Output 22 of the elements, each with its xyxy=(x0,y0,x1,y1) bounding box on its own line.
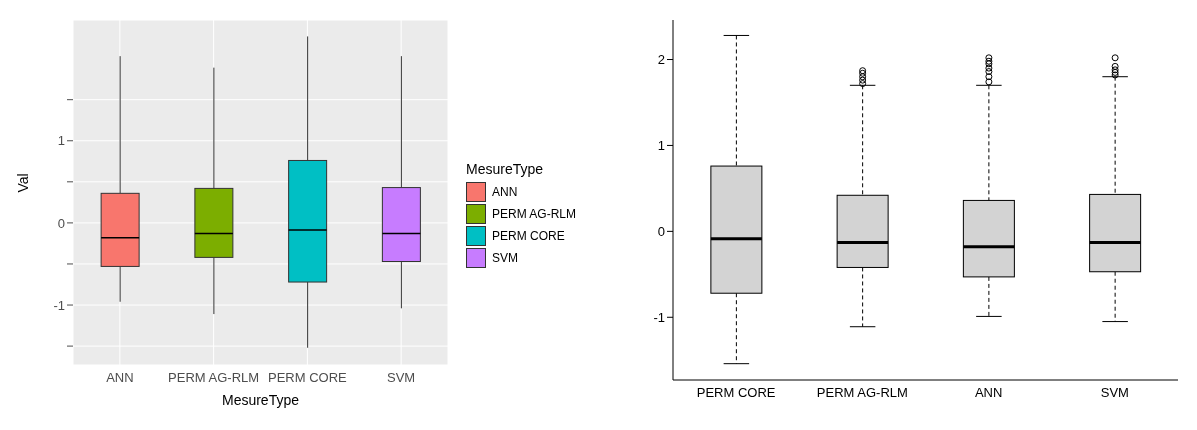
legend-title: MesureType xyxy=(466,161,545,177)
y-tick-label: 0 xyxy=(657,223,665,239)
x-tick-label: PERM AG-RLM xyxy=(816,385,908,401)
x-tick-label: SVM xyxy=(1100,385,1129,401)
legend-label: ANN xyxy=(492,185,518,199)
x-tick-label: ANN xyxy=(106,370,134,386)
y-tick-label: -1 xyxy=(53,297,65,313)
legend-label: PERM AG-RLM xyxy=(492,207,577,221)
x-tick-label: PERM CORE xyxy=(696,385,776,401)
x-tick-label: PERM CORE xyxy=(268,370,348,386)
x-axis-title: MesureType xyxy=(221,392,300,408)
x-tick-label: PERM AG-RLM xyxy=(168,370,260,386)
x-tick-label: ANN xyxy=(974,385,1003,401)
y-tick-label: 0 xyxy=(57,215,65,231)
y-tick-label: 2 xyxy=(657,52,665,68)
x-tick-label: SVM xyxy=(387,370,416,386)
y-axis-title: Val xyxy=(14,173,31,193)
y-tick-label: 1 xyxy=(57,133,65,149)
y-tick-label: 1 xyxy=(657,138,665,154)
y-tick-label: -1 xyxy=(653,309,665,325)
legend-label: SVM xyxy=(492,251,519,265)
legend-label: PERM CORE xyxy=(492,229,565,243)
